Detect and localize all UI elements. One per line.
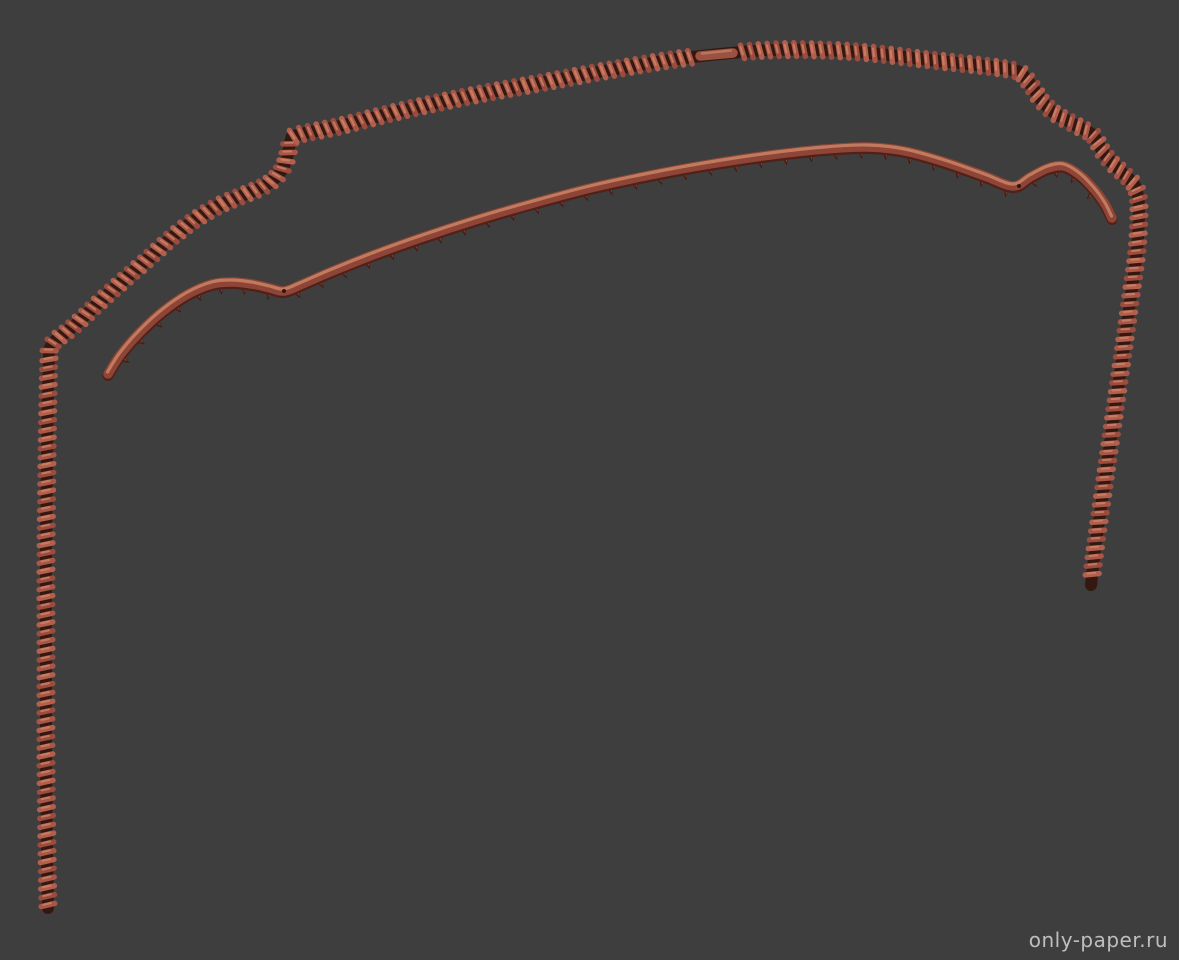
saw-tooth-trim-piece [102,142,1118,381]
rope-cord-piece [36,39,1149,914]
watermark: only-paper.ru [1028,928,1168,952]
